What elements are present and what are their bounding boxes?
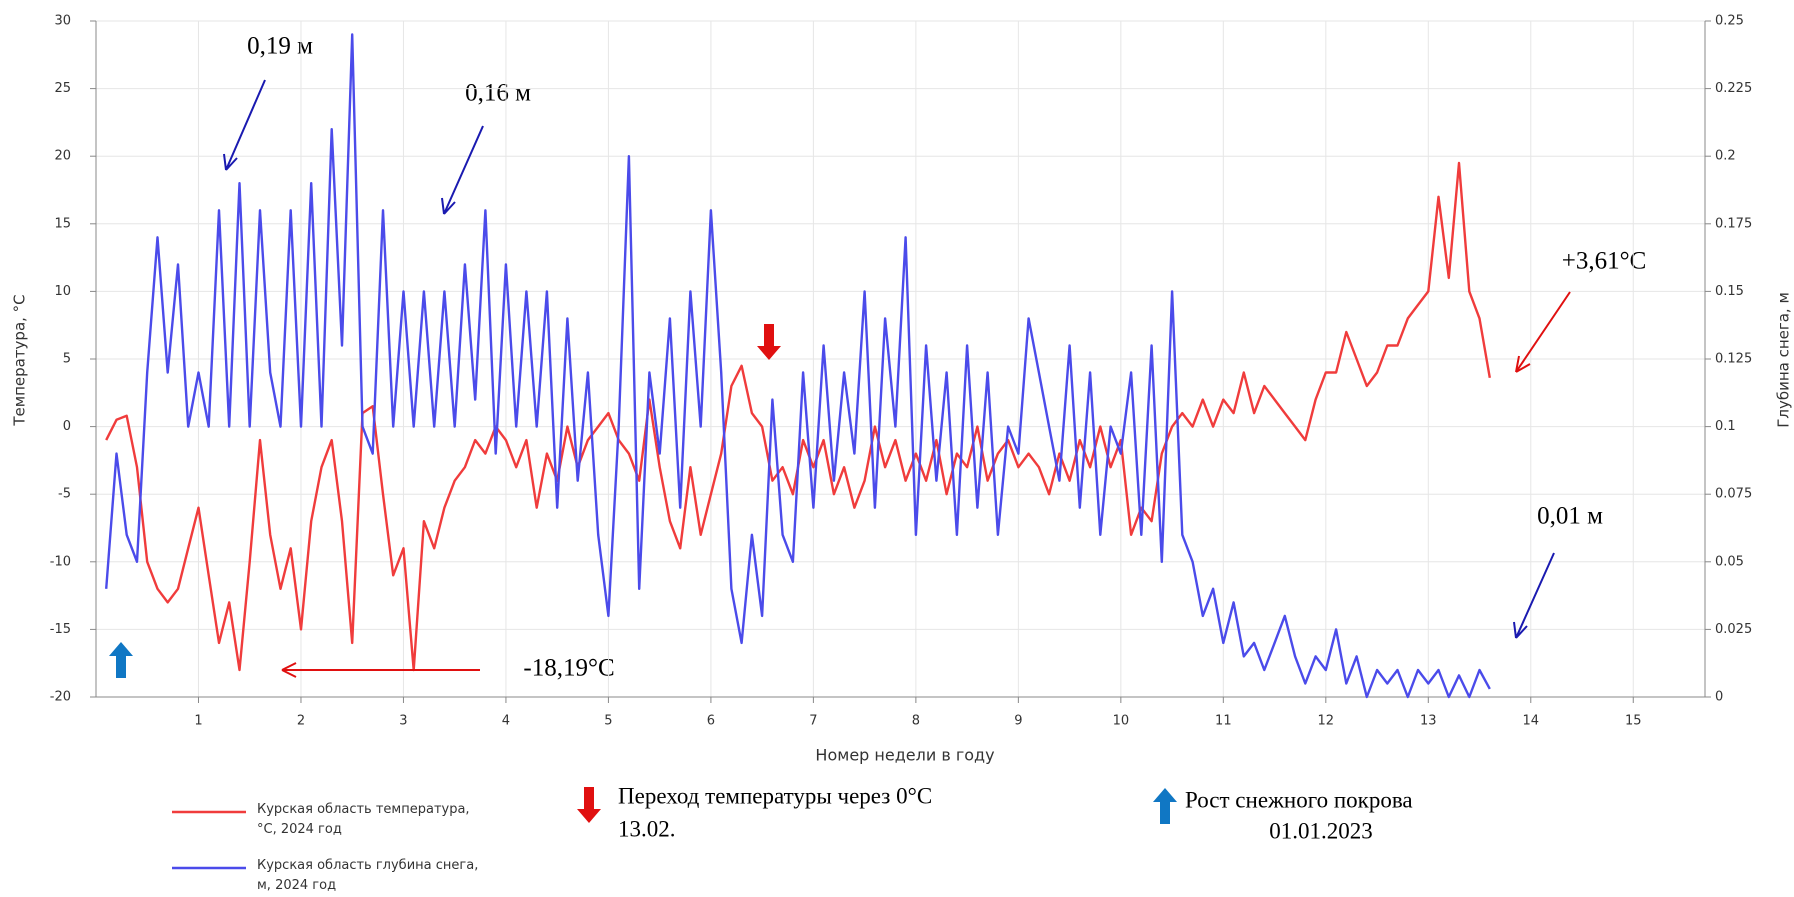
y2-tick-label: 0.025: [1715, 622, 1752, 637]
y2-tick-label: 0.05: [1715, 554, 1744, 569]
up-arrow-icon: [109, 642, 133, 678]
x-tick-label: 3: [399, 714, 407, 729]
x-tick-label: 4: [502, 714, 510, 729]
down-arrow-icon: [757, 324, 781, 360]
x-tick-label: 6: [707, 714, 715, 729]
arrow: [1515, 291, 1571, 373]
annotation: 0,19 м: [247, 33, 313, 60]
x-tick-label: 12: [1318, 714, 1335, 729]
note: 13.02.: [618, 816, 676, 841]
up-arrow-icon: [1153, 788, 1177, 824]
x-tick-label: 2: [297, 714, 305, 729]
y-tick-label: -10: [50, 554, 71, 569]
y2-tick-label: 0.225: [1715, 81, 1752, 96]
y2-tick-label: 0.15: [1715, 284, 1744, 299]
y-tick-label: 25: [54, 81, 71, 96]
x-tick-label: 15: [1625, 714, 1642, 729]
y2-tick-label: 0.125: [1715, 352, 1752, 367]
y-tick-label: 20: [54, 149, 71, 164]
y-tick-label: -15: [50, 622, 71, 637]
note: Переход температуры через 0°C: [618, 783, 932, 808]
down-arrow-icon: [577, 787, 601, 823]
annotation-arrows: [223, 79, 1571, 678]
y2-axis-title: Глубина снега, м: [1775, 292, 1793, 428]
y-tick-label: -20: [50, 690, 71, 705]
y-tick-label: 5: [63, 352, 71, 367]
annotation: 0,16 м: [465, 80, 531, 107]
x-tick-label: 8: [912, 714, 920, 729]
annotation: -18,19°C: [523, 655, 614, 682]
y2-tick-label: 0.2: [1715, 149, 1736, 164]
y-tick-label: 0: [63, 419, 71, 434]
y2-tick-label: 0.25: [1715, 14, 1744, 29]
x-tick-label: 5: [604, 714, 612, 729]
plot: -20-15-10-505101520253000.0250.050.0750.…: [50, 14, 1752, 729]
y-axis-title: Температура, °С: [11, 294, 29, 426]
x-tick-label: 14: [1523, 714, 1540, 729]
y-tick-label: 15: [54, 216, 71, 231]
y2-tick-label: 0.175: [1715, 216, 1752, 231]
y2-tick-label: 0.075: [1715, 487, 1752, 502]
series-line: [105, 33, 1491, 699]
y-tick-label: 10: [54, 284, 71, 299]
y2-tick-label: 0.1: [1715, 419, 1736, 434]
legend-label: Курская область глубина снега, м, 2024 г…: [257, 858, 479, 893]
annotation: +3,61°C: [1562, 248, 1647, 275]
x-tick-label: 10: [1113, 714, 1130, 729]
x-tick-label: 13: [1420, 714, 1437, 729]
note: Рост снежного покрова: [1185, 787, 1413, 812]
arrow: [223, 79, 266, 171]
x-tick-label: 1: [194, 714, 202, 729]
y-tick-label: 30: [54, 14, 71, 29]
y2-tick-label: 0: [1715, 690, 1723, 705]
annotation: 0,01 м: [1537, 503, 1603, 530]
x-tick-label: 9: [1014, 714, 1022, 729]
arrow: [281, 662, 480, 678]
note: 01.01.2023: [1269, 818, 1373, 843]
x-tick-label: 11: [1215, 714, 1232, 729]
legend-label: Курская область температура, °С, 2024 го…: [257, 802, 470, 837]
y-tick-label: -5: [58, 487, 71, 502]
arrow: [1513, 552, 1555, 639]
x-axis-title: Номер недели в году: [815, 746, 994, 765]
arrow: [441, 125, 484, 215]
x-tick-label: 7: [809, 714, 817, 729]
